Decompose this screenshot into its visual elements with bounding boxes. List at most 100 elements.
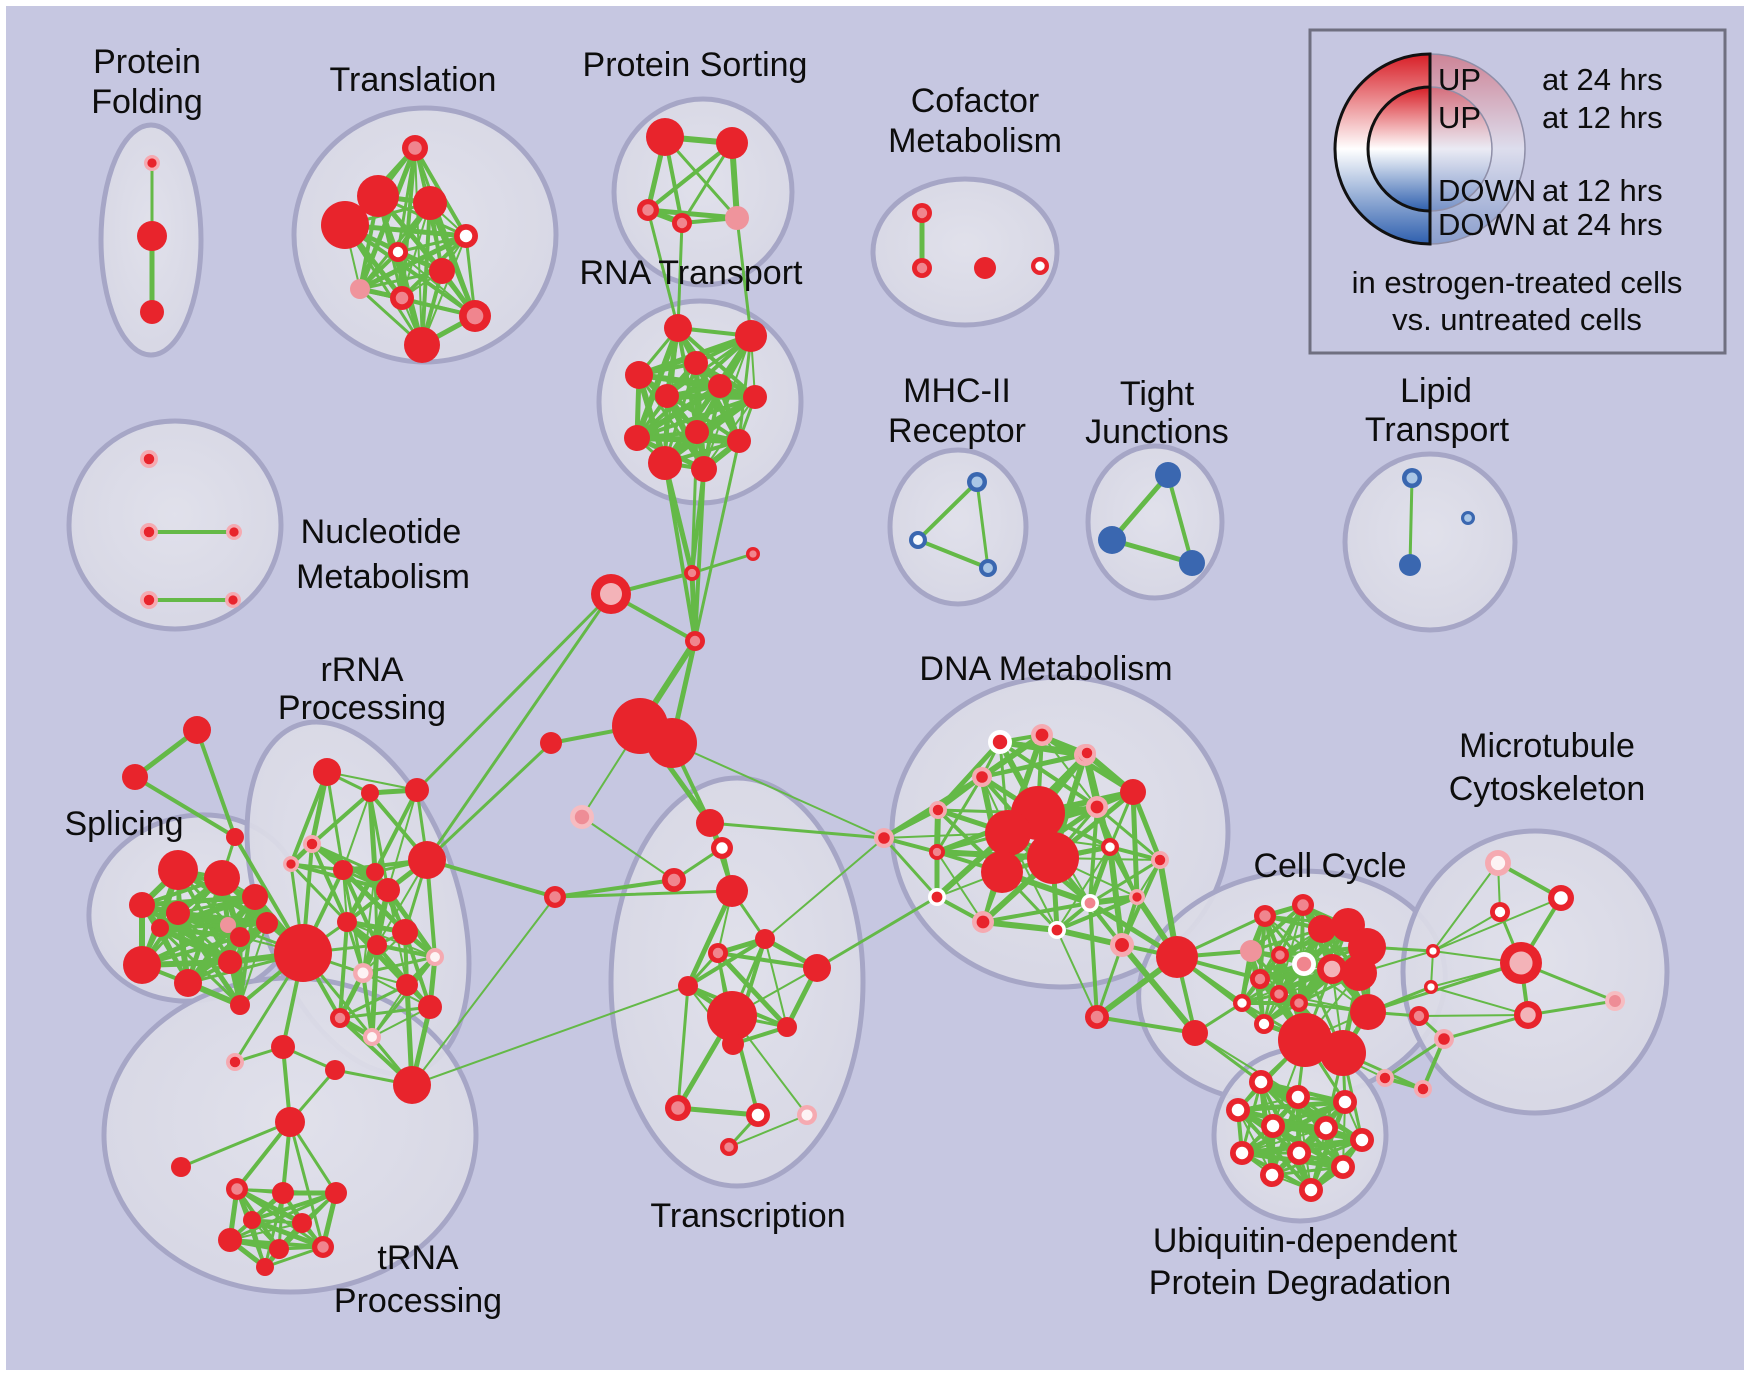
network-node[interactable]: [1299, 1178, 1323, 1202]
network-node[interactable]: [540, 732, 562, 754]
network-node[interactable]: [1270, 985, 1288, 1003]
network-node[interactable]: [405, 778, 429, 802]
network-node[interactable]: [230, 995, 250, 1015]
network-node[interactable]: [1027, 832, 1079, 884]
network-node[interactable]: [716, 127, 748, 159]
network-node[interactable]: [1156, 936, 1198, 978]
network-node[interactable]: [655, 384, 679, 408]
network-node[interactable]: [570, 805, 594, 829]
network-node[interactable]: [1314, 1116, 1338, 1140]
network-node[interactable]: [1350, 1128, 1374, 1152]
network-node[interactable]: [743, 385, 767, 409]
network-node[interactable]: [662, 868, 686, 892]
network-node[interactable]: [972, 911, 994, 933]
network-node[interactable]: [137, 221, 167, 251]
network-node[interactable]: [727, 429, 751, 453]
network-node[interactable]: [393, 1066, 431, 1104]
network-node[interactable]: [226, 828, 244, 846]
network-node[interactable]: [974, 257, 996, 279]
network-node[interactable]: [1250, 969, 1270, 989]
network-node[interactable]: [392, 919, 418, 945]
network-node[interactable]: [1341, 955, 1377, 991]
network-node[interactable]: [1320, 1030, 1366, 1076]
network-node[interactable]: [708, 374, 732, 398]
network-node[interactable]: [1230, 1141, 1254, 1165]
network-node[interactable]: [367, 935, 387, 955]
network-node[interactable]: [665, 1095, 691, 1121]
network-node[interactable]: [746, 547, 760, 561]
network-node[interactable]: [1031, 724, 1053, 746]
network-node[interactable]: [1085, 1005, 1109, 1029]
network-node[interactable]: [624, 425, 650, 451]
network-node[interactable]: [166, 901, 190, 925]
network-node[interactable]: [413, 186, 447, 220]
network-node[interactable]: [803, 954, 831, 982]
network-node[interactable]: [725, 206, 749, 230]
network-node[interactable]: [204, 860, 240, 896]
network-node[interactable]: [1414, 1080, 1432, 1098]
network-node[interactable]: [929, 801, 947, 819]
network-node[interactable]: [979, 559, 997, 577]
network-node[interactable]: [1548, 885, 1574, 911]
network-node[interactable]: [678, 976, 698, 996]
network-node[interactable]: [722, 1033, 744, 1055]
network-node[interactable]: [1292, 952, 1316, 976]
network-node[interactable]: [1129, 889, 1145, 905]
network-node[interactable]: [1254, 905, 1276, 927]
network-node[interactable]: [271, 1035, 295, 1059]
network-node[interactable]: [1261, 1114, 1285, 1138]
network-node[interactable]: [1098, 526, 1126, 554]
network-node[interactable]: [672, 213, 692, 233]
network-node[interactable]: [151, 919, 169, 937]
network-node[interactable]: [350, 279, 370, 299]
network-node[interactable]: [1110, 933, 1134, 957]
network-node[interactable]: [275, 1107, 305, 1137]
network-node[interactable]: [988, 730, 1012, 754]
network-node[interactable]: [459, 300, 491, 332]
network-node[interactable]: [1287, 1141, 1311, 1165]
network-node[interactable]: [637, 199, 659, 221]
network-node[interactable]: [396, 974, 418, 996]
network-node[interactable]: [388, 242, 408, 262]
network-node[interactable]: [1226, 1098, 1250, 1122]
network-node[interactable]: [929, 844, 945, 860]
network-node[interactable]: [226, 1178, 248, 1200]
network-node[interactable]: [1490, 902, 1510, 922]
network-node[interactable]: [171, 1157, 191, 1177]
network-node[interactable]: [404, 327, 440, 363]
network-node[interactable]: [256, 1258, 274, 1276]
network-node[interactable]: [313, 758, 341, 786]
network-node[interactable]: [664, 314, 692, 342]
network-node[interactable]: [1350, 994, 1386, 1030]
network-node[interactable]: [426, 948, 444, 966]
network-node[interactable]: [230, 927, 250, 947]
network-node[interactable]: [685, 420, 709, 444]
network-node[interactable]: [140, 523, 158, 541]
network-node[interactable]: [1278, 1013, 1332, 1067]
network-node[interactable]: [242, 884, 268, 910]
network-node[interactable]: [1271, 946, 1289, 964]
network-node[interactable]: [1031, 257, 1049, 275]
network-node[interactable]: [985, 810, 1031, 856]
network-node[interactable]: [363, 1028, 381, 1046]
network-node[interactable]: [226, 524, 242, 540]
network-node[interactable]: [746, 1103, 770, 1127]
network-node[interactable]: [321, 201, 369, 249]
network-node[interactable]: [1086, 796, 1108, 818]
network-node[interactable]: [648, 446, 682, 480]
network-node[interactable]: [1424, 980, 1438, 994]
network-node[interactable]: [912, 258, 932, 278]
network-node[interactable]: [292, 1213, 312, 1233]
network-node[interactable]: [1485, 850, 1511, 876]
network-node[interactable]: [1182, 1020, 1208, 1046]
network-node[interactable]: [183, 716, 211, 744]
network-node[interactable]: [625, 361, 653, 389]
network-node[interactable]: [390, 286, 414, 310]
network-node[interactable]: [1331, 1155, 1355, 1179]
network-node[interactable]: [691, 456, 717, 482]
network-node[interactable]: [158, 850, 198, 890]
network-node[interactable]: [1179, 550, 1205, 576]
network-node[interactable]: [129, 892, 155, 918]
network-node[interactable]: [144, 155, 160, 171]
network-node[interactable]: [909, 531, 927, 549]
